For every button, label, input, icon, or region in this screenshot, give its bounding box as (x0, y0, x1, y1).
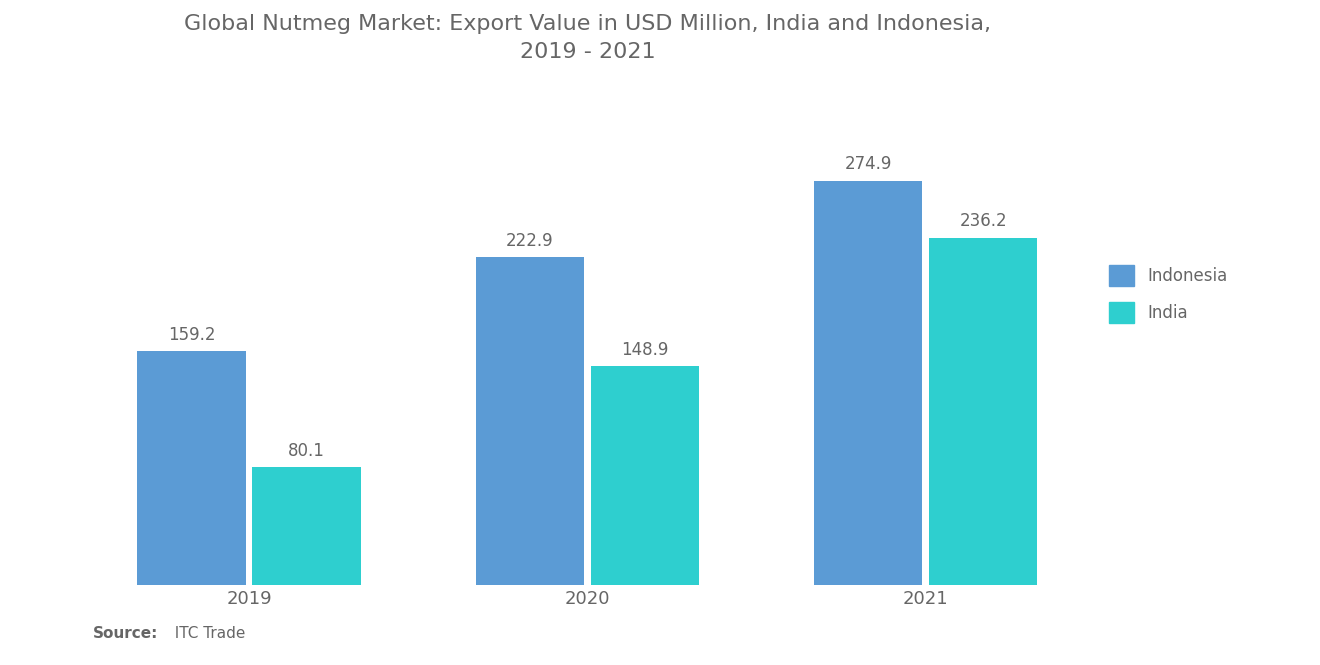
Bar (814, 181, 923, 585)
Title: Global Nutmeg Market: Export Value in USD Million, India and Indonesia,
2019 - 2: Global Nutmeg Market: Export Value in US… (183, 14, 991, 62)
Text: 236.2: 236.2 (960, 212, 1007, 230)
Bar (252, 467, 360, 585)
Text: 80.1: 80.1 (288, 442, 325, 460)
Text: 222.9: 222.9 (506, 232, 553, 250)
Bar (475, 257, 583, 585)
Text: 148.9: 148.9 (622, 340, 669, 359)
Bar (929, 237, 1038, 585)
Text: 274.9: 274.9 (845, 156, 892, 174)
Bar (591, 366, 700, 585)
Legend: Indonesia, India: Indonesia, India (1101, 257, 1236, 331)
Text: ITC Trade: ITC Trade (165, 626, 246, 642)
Text: Source:: Source: (92, 626, 158, 642)
Bar (137, 351, 246, 585)
Text: 159.2: 159.2 (168, 326, 215, 344)
